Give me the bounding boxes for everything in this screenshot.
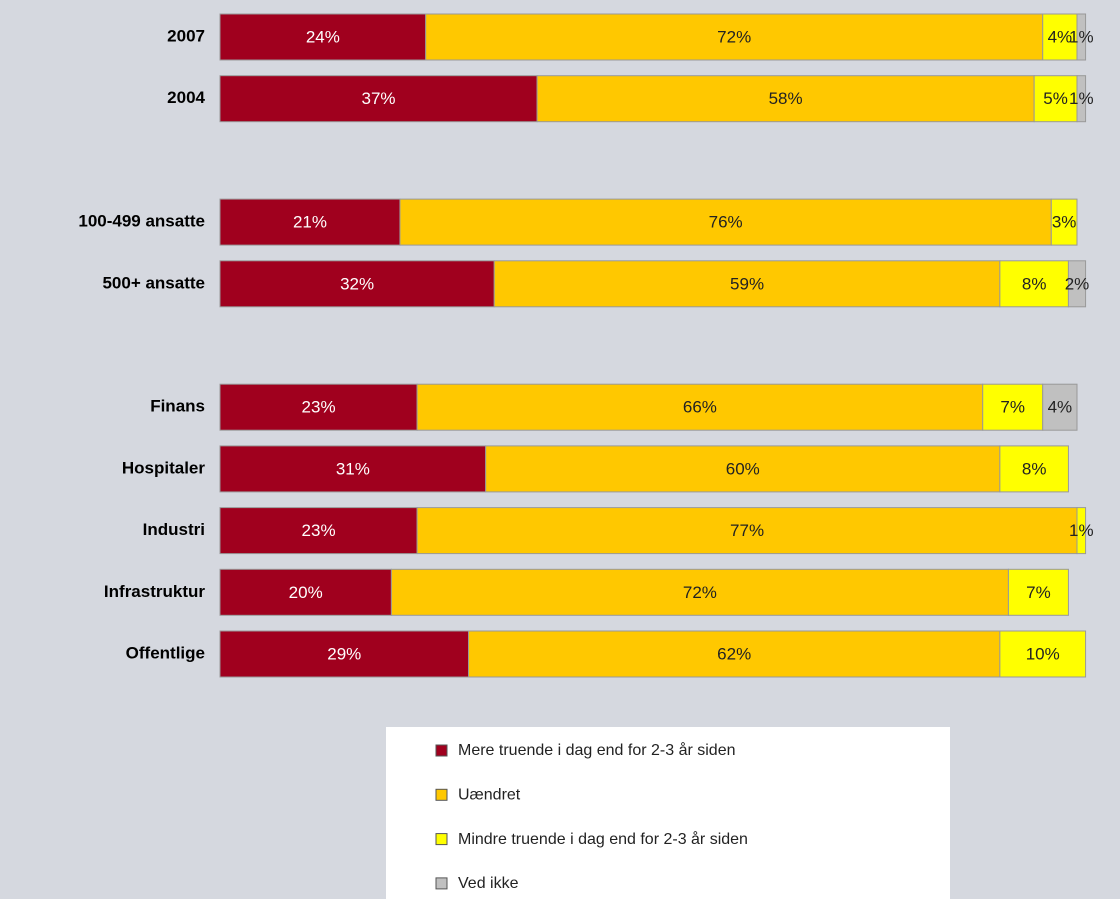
data-label: 66%: [683, 398, 717, 417]
data-label: 29%: [327, 644, 361, 663]
bar-segment: [416, 507, 1078, 555]
bar-segment: [390, 568, 1009, 616]
bar-segment: [1033, 75, 1078, 123]
legend-swatch: [435, 744, 448, 757]
category-label: Finans: [150, 397, 205, 416]
legend-label: Uændret: [458, 787, 521, 804]
bar-segment: [416, 383, 984, 431]
data-label: 32%: [340, 274, 374, 293]
bar-segment: [219, 260, 495, 308]
bar-segment: [1076, 75, 1087, 123]
data-label: 72%: [683, 583, 717, 602]
bar-segment: [219, 445, 487, 493]
bar-segment: [1050, 198, 1078, 246]
data-label: 21%: [293, 213, 327, 232]
bar-segment: [999, 445, 1069, 493]
bar-segment: [1007, 568, 1069, 616]
bar-segment: [219, 13, 427, 61]
legend-box: [386, 727, 950, 899]
data-label: 1%: [1069, 89, 1094, 108]
data-label: 60%: [726, 459, 760, 478]
data-label: 2%: [1065, 274, 1090, 293]
bar-segment: [219, 75, 538, 123]
bar-segment: [1076, 13, 1087, 61]
bar-segment: [493, 260, 1001, 308]
bar-segment: [485, 445, 1001, 493]
data-label: 76%: [709, 213, 743, 232]
data-label: 24%: [306, 27, 340, 46]
data-label: 3%: [1052, 213, 1077, 232]
bar-segment: [219, 568, 392, 616]
legend-label: Mindre truende i dag end for 2-3 år side…: [458, 830, 748, 848]
bar-segment: [982, 383, 1044, 431]
data-label: 7%: [1000, 398, 1025, 417]
data-label: 1%: [1069, 521, 1094, 540]
data-label: 31%: [336, 459, 370, 478]
data-label: 1%: [1069, 27, 1094, 46]
category-label: 2004: [167, 88, 205, 107]
legend-swatch: [435, 788, 448, 801]
bar-segment: [468, 630, 1001, 678]
bar-segment: [999, 260, 1069, 308]
data-label: 62%: [717, 644, 751, 663]
legend-swatch: [435, 833, 448, 846]
data-label: 20%: [289, 583, 323, 602]
category-label: Hospitaler: [122, 458, 206, 477]
bar-segment: [219, 507, 418, 555]
data-label: 5%: [1043, 89, 1068, 108]
data-label: 37%: [362, 89, 396, 108]
legend-label: Ved ikke: [458, 875, 519, 892]
bar-segment: [219, 198, 401, 246]
data-label: 8%: [1022, 459, 1047, 478]
category-label: Offentlige: [126, 643, 205, 662]
category-label: 100-499 ansatte: [78, 212, 205, 231]
data-label: 10%: [1026, 644, 1060, 663]
bar-segment: [1067, 260, 1087, 308]
data-label: 58%: [769, 89, 803, 108]
data-label: 4%: [1048, 27, 1073, 46]
category-label: 2007: [167, 26, 205, 45]
legend-swatch: [435, 877, 448, 890]
bar-segment: [536, 75, 1035, 123]
data-label: 23%: [302, 398, 336, 417]
bar-segment: [1076, 507, 1087, 555]
data-label: 23%: [302, 521, 336, 540]
category-label: 500+ ansatte: [102, 273, 205, 292]
bar-segment: [219, 383, 418, 431]
data-label: 7%: [1026, 583, 1051, 602]
category-label: Infrastruktur: [104, 582, 205, 601]
data-label: 8%: [1022, 274, 1047, 293]
data-label: 72%: [717, 27, 751, 46]
category-label: Industri: [143, 520, 205, 539]
data-label: 77%: [730, 521, 764, 540]
bar-segment: [999, 630, 1087, 678]
legend-label: Mere truende i dag end for 2-3 år siden: [458, 741, 736, 759]
data-label: 4%: [1048, 398, 1073, 417]
bar-segment: [1042, 383, 1078, 431]
data-label: 59%: [730, 274, 764, 293]
